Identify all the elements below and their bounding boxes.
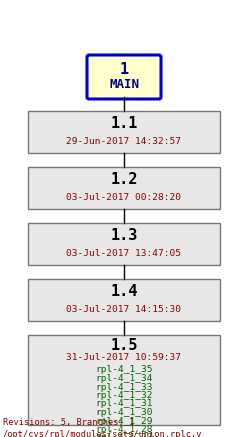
Text: 1: 1 bbox=[120, 62, 128, 77]
Text: rpl-4_1_27: rpl-4_1_27 bbox=[95, 434, 153, 437]
Text: 31-Jul-2017 10:59:37: 31-Jul-2017 10:59:37 bbox=[66, 354, 182, 363]
Text: 1.2: 1.2 bbox=[110, 173, 138, 187]
Text: /opt/cvs/rpl/modules/sets/union.rplc,v: /opt/cvs/rpl/modules/sets/union.rplc,v bbox=[3, 430, 203, 437]
Text: rpl-4_1_35: rpl-4_1_35 bbox=[95, 365, 153, 375]
Text: 1.1: 1.1 bbox=[110, 117, 138, 132]
FancyBboxPatch shape bbox=[28, 279, 220, 321]
Text: 03-Jul-2017 13:47:05: 03-Jul-2017 13:47:05 bbox=[66, 249, 182, 257]
Text: rpl-4_1_30: rpl-4_1_30 bbox=[95, 408, 153, 417]
FancyBboxPatch shape bbox=[28, 167, 220, 209]
Text: MAIN: MAIN bbox=[109, 77, 139, 90]
Text: rpl-4_1_28: rpl-4_1_28 bbox=[95, 425, 153, 434]
FancyBboxPatch shape bbox=[28, 223, 220, 265]
Text: rpl-4_1_33: rpl-4_1_33 bbox=[95, 382, 153, 392]
Text: Revisions: 5, Branches: 1: Revisions: 5, Branches: 1 bbox=[3, 418, 134, 427]
Text: rpl-4_1_29: rpl-4_1_29 bbox=[95, 416, 153, 426]
Text: 1.5: 1.5 bbox=[110, 337, 138, 353]
FancyBboxPatch shape bbox=[87, 55, 161, 99]
Text: 03-Jul-2017 00:28:20: 03-Jul-2017 00:28:20 bbox=[66, 193, 182, 201]
Text: rpl-4_1_32: rpl-4_1_32 bbox=[95, 391, 153, 400]
FancyBboxPatch shape bbox=[28, 111, 220, 153]
FancyBboxPatch shape bbox=[28, 335, 220, 425]
Text: 29-Jun-2017 14:32:57: 29-Jun-2017 14:32:57 bbox=[66, 136, 182, 146]
Text: rpl-4_1_34: rpl-4_1_34 bbox=[95, 374, 153, 383]
Text: rpl-4_1_31: rpl-4_1_31 bbox=[95, 399, 153, 409]
Text: 1.3: 1.3 bbox=[110, 229, 138, 243]
Text: 1.4: 1.4 bbox=[110, 284, 138, 299]
Text: 03-Jul-2017 14:15:30: 03-Jul-2017 14:15:30 bbox=[66, 305, 182, 313]
